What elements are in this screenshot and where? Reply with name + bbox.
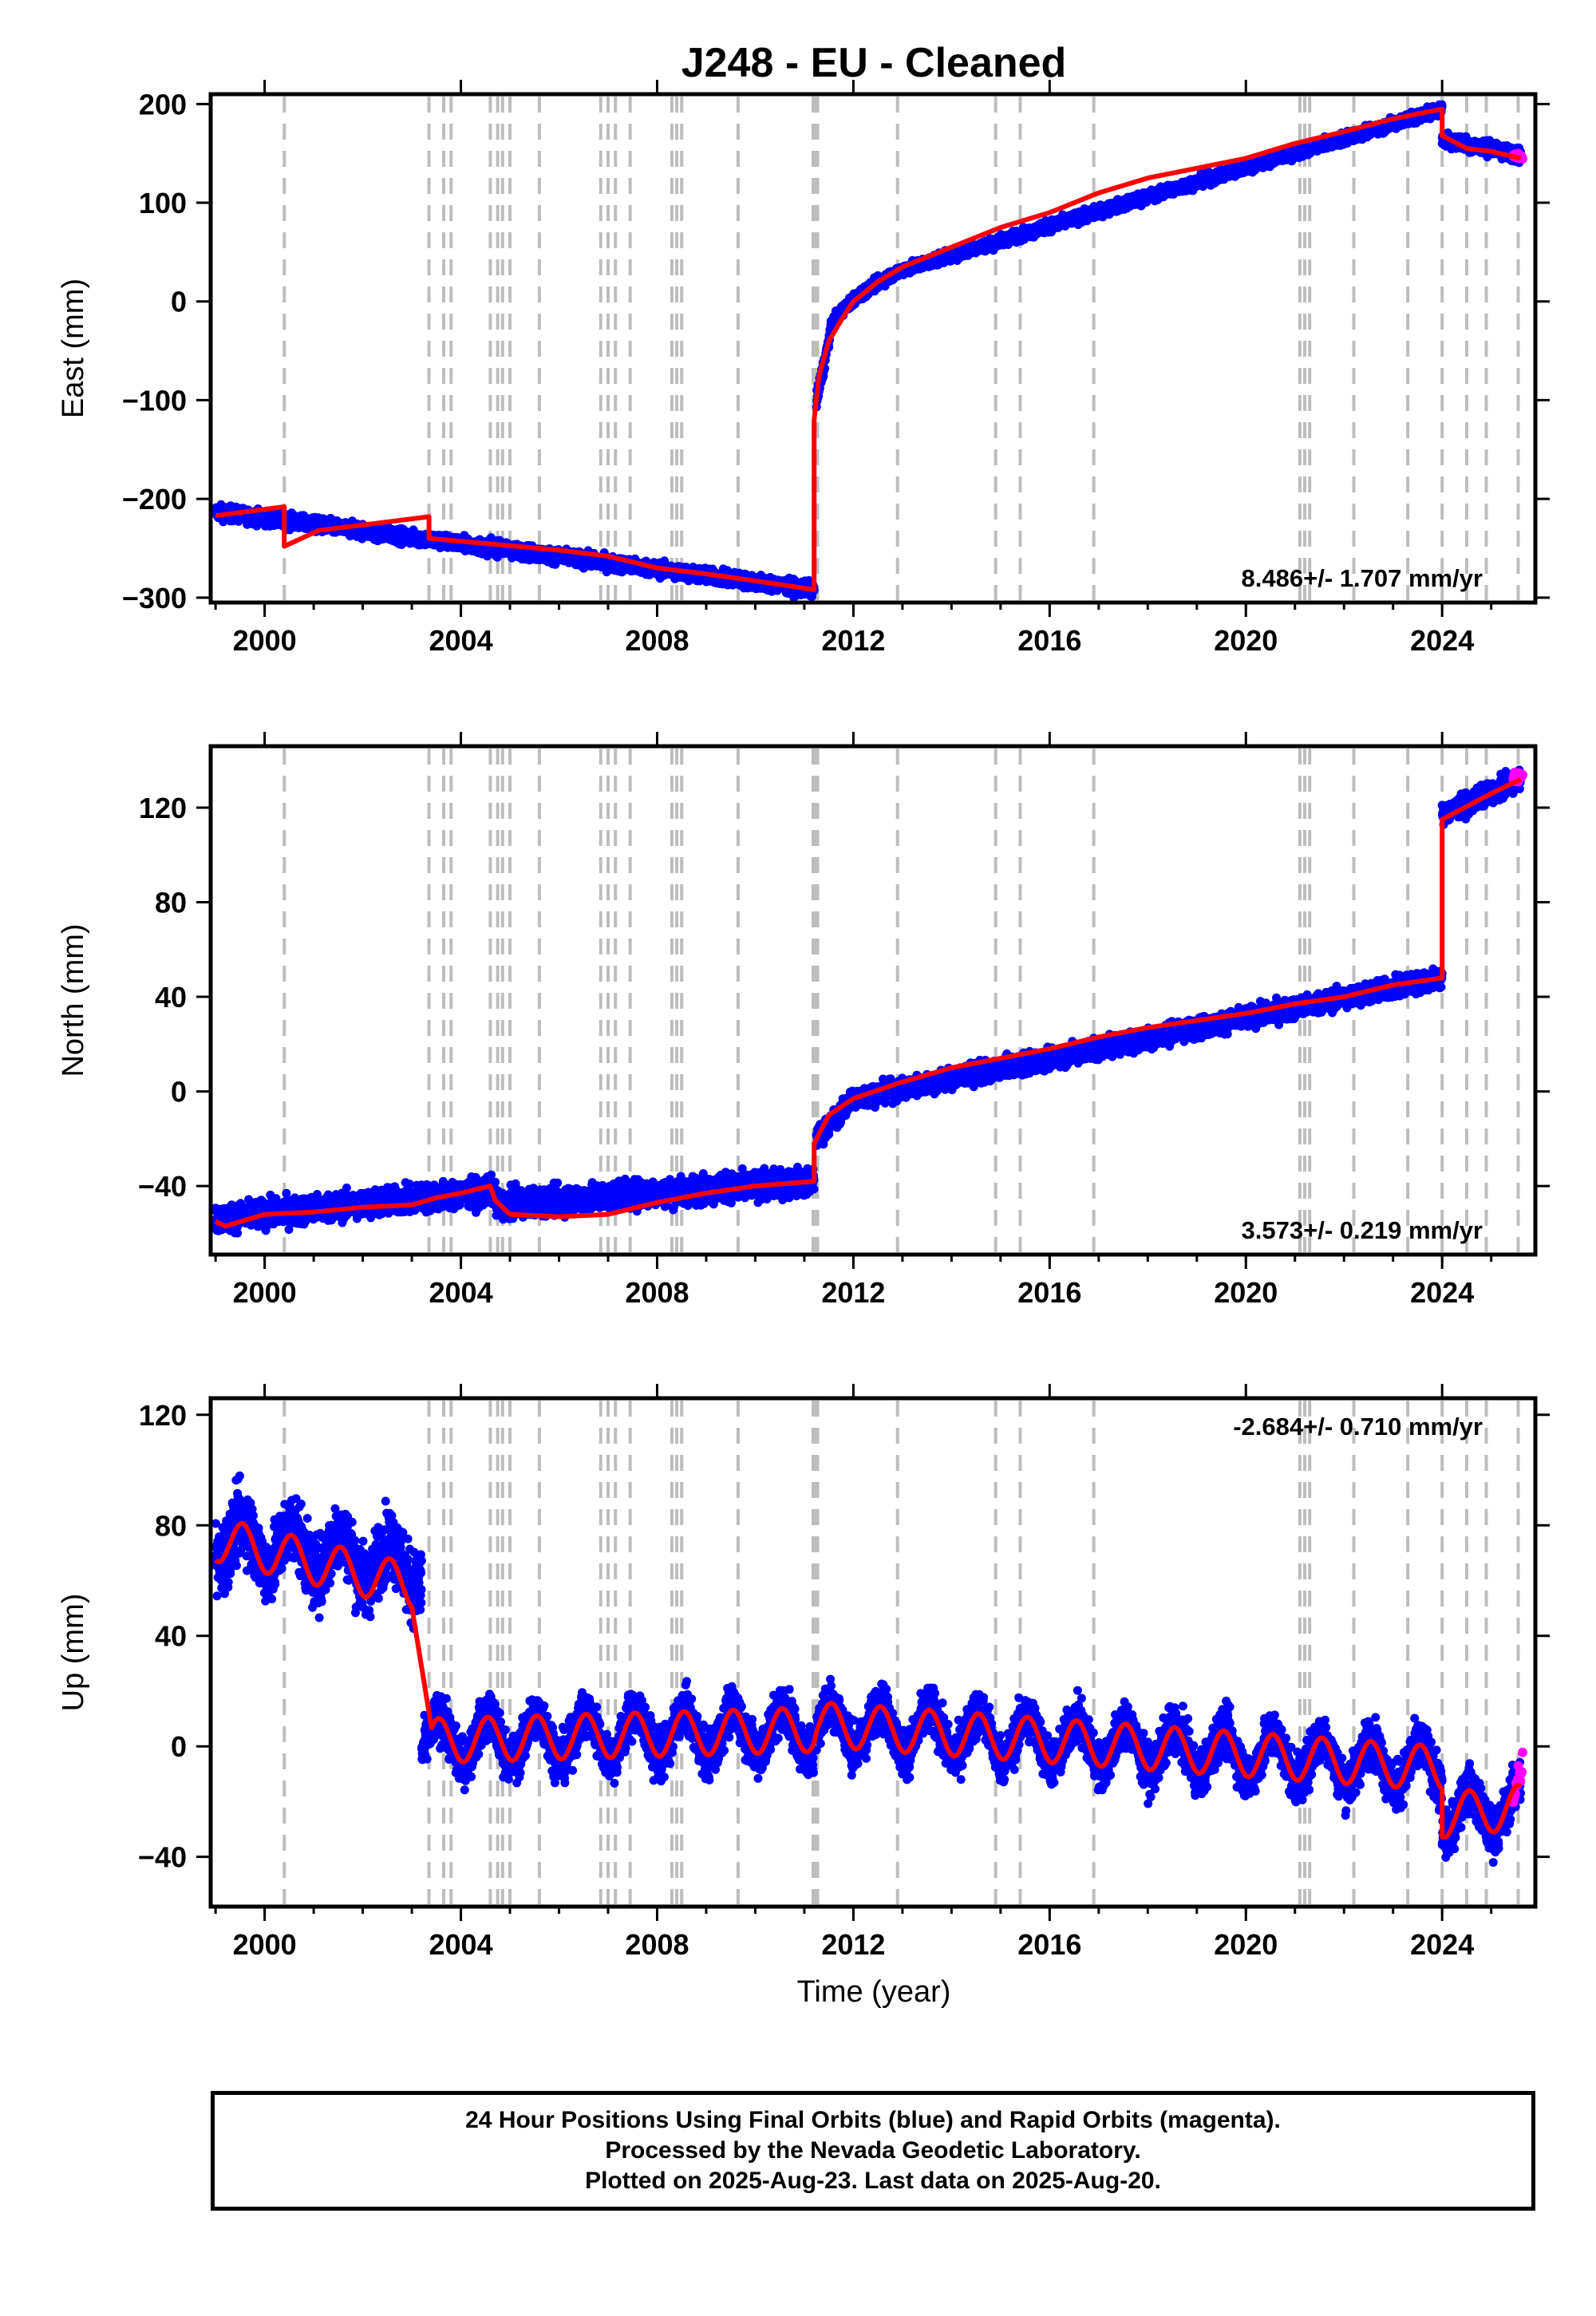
final-orbit-points [211, 100, 1526, 603]
chart-title: J248 - EU - Cleaned [681, 40, 1067, 86]
event-lines [282, 97, 1520, 600]
